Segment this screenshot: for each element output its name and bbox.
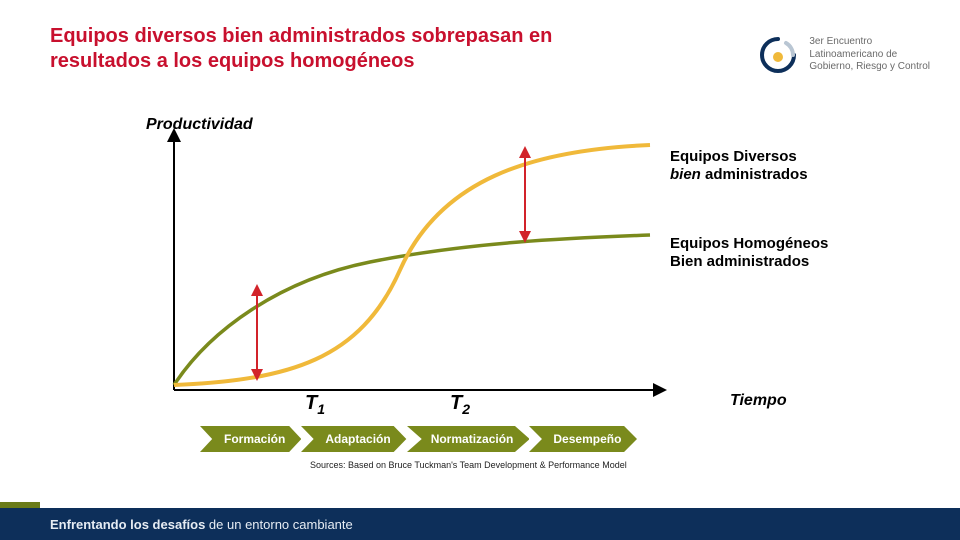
stage-arrow: Desempeño [529, 426, 637, 452]
slide-title: Equipos diversos bien administrados sobr… [50, 24, 610, 74]
stage-arrow: Formación [200, 426, 301, 452]
t1-marker: T1 [305, 392, 325, 417]
curve-diverse [174, 145, 650, 385]
logo-swirl-icon [757, 34, 799, 76]
x-axis-label: Tiempo [730, 392, 787, 410]
label-diverse: Equipos Diversos bien administrados [670, 148, 808, 184]
label-homogeneous: Equipos Homogéneos Bien administrados [670, 235, 828, 271]
footer-rest: de un entorno cambiante [205, 517, 352, 532]
stage-arrow: Adaptación [301, 426, 406, 452]
footer-bar: Enfrentando los desafíos de un entorno c… [0, 508, 960, 540]
stage-arrows-row: FormaciónAdaptaciónNormatizaciónDesempeñ… [200, 426, 637, 452]
curve-homogeneous [174, 235, 650, 385]
sources-note: Sources: Based on Bruce Tuckman's Team D… [310, 460, 627, 470]
event-logo: 3er Encuentro Latinoamericano de Gobiern… [757, 34, 930, 76]
y-axis-label: Productividad [146, 116, 253, 134]
footer-bold: Enfrentando los desafíos [50, 517, 205, 532]
logo-line3: Gobierno, Riesgo y Control [809, 61, 930, 74]
logo-line2: Latinoamericano de [809, 49, 930, 62]
stage-arrow: Normatización [407, 426, 530, 452]
productivity-chart: Productividad [150, 120, 850, 460]
t2-marker: T2 [450, 392, 470, 417]
logo-line1: 3er Encuentro [809, 36, 930, 49]
